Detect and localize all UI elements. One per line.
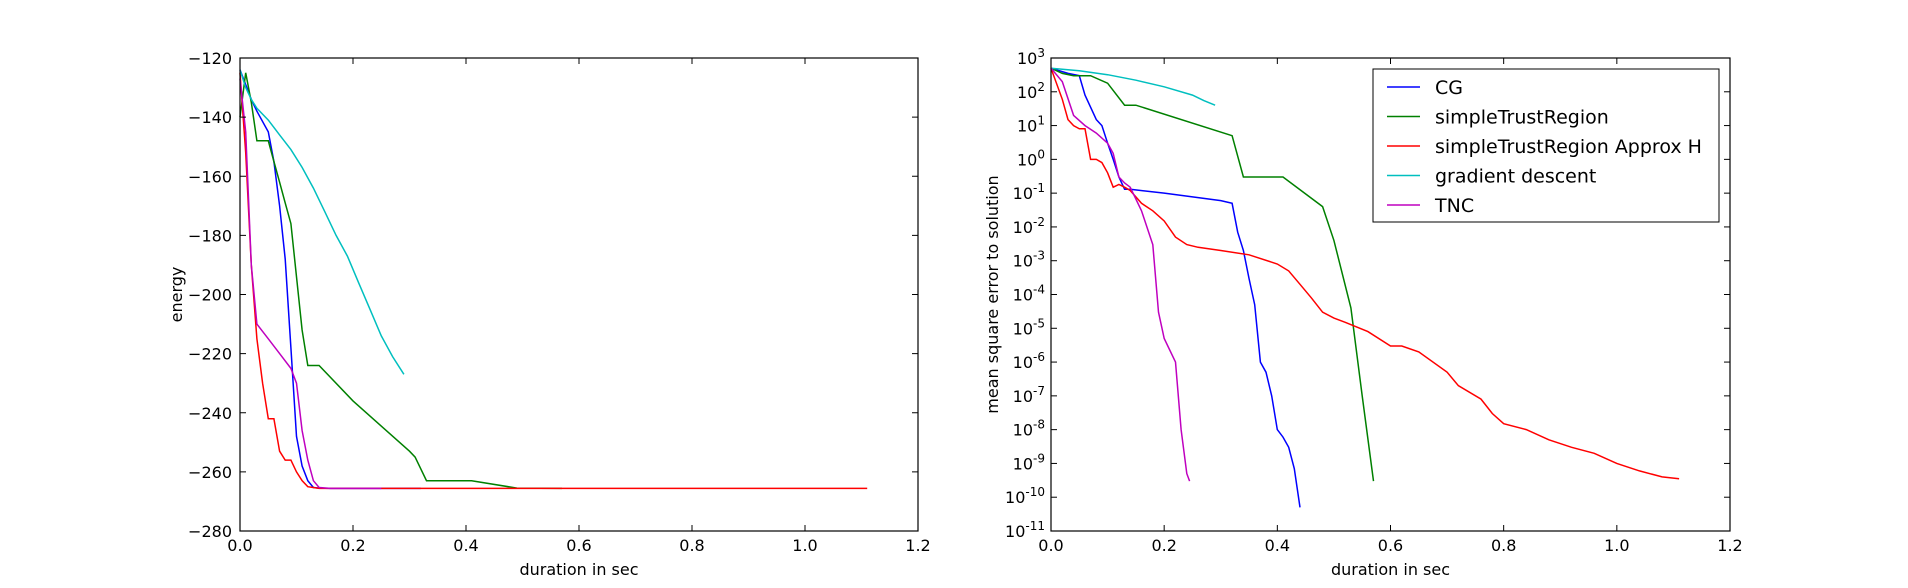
x-tick-label: 1.0 [1604, 536, 1629, 555]
x-axis-label: duration in sec [519, 560, 638, 579]
series-line-4 [1050, 67, 1191, 482]
y-tick-label: 101 [1017, 114, 1045, 136]
y-tick-label: 102 [1017, 80, 1045, 102]
y-tick-label: −200 [188, 286, 232, 305]
y-tick-label: −280 [188, 522, 232, 541]
legend-label: CG [1435, 77, 1463, 99]
y-tick-label: 10-2 [1013, 215, 1045, 237]
y-tick-label: 10-6 [1013, 350, 1045, 372]
series-line-4 [239, 78, 382, 490]
x-tick-label: 0.2 [1151, 536, 1176, 555]
plot-frame [239, 57, 919, 532]
y-tick-label: −220 [188, 345, 232, 364]
series-line-1 [1050, 67, 1375, 482]
legend-label: gradient descent [1435, 166, 1596, 188]
series-line-2 [1050, 67, 1680, 480]
y-tick-label: −260 [188, 463, 232, 482]
y-tick-label: −240 [188, 404, 232, 423]
x-tick-label: 0.4 [453, 536, 478, 555]
y-tick-label: −140 [188, 108, 232, 127]
x-tick-label: 0.4 [1265, 536, 1290, 555]
x-tick-label: 0.8 [1491, 536, 1516, 555]
energy-chart: 0.0 0.2 0.4 0.6 0.8 1.0 1.2 −120 −140 −160 −180 −20… [167, 49, 931, 579]
y-tick-label: 10-10 [1005, 485, 1045, 507]
series-line-1 [239, 72, 563, 490]
y-tick-label: −120 [188, 49, 232, 68]
x-tick-label: 0.6 [566, 536, 591, 555]
y-tick-label: 100 [1017, 147, 1045, 169]
legend-label: simpleTrustRegion Approx H [1435, 136, 1702, 158]
x-tick-label: 1.2 [905, 536, 930, 555]
y-tick-label: 10-9 [1013, 451, 1045, 473]
legend-box [1372, 68, 1720, 223]
series-line-2 [239, 72, 868, 490]
y-tick-label: −180 [188, 226, 232, 245]
legend-label: TNC [1434, 195, 1474, 217]
legend: CG simpleTrustRegion simpleTrustRegion App… [1372, 68, 1720, 223]
y-axis-label: mean square error to solution [983, 175, 1002, 413]
y-tick-label: 10-1 [1013, 181, 1045, 203]
x-tick-label: 0.0 [227, 536, 252, 555]
x-tick-label: 0.0 [1038, 536, 1063, 555]
y-tick-label: 10-11 [1005, 519, 1045, 541]
y-tick-label: 10-8 [1013, 418, 1045, 440]
x-tick-label: 0.6 [1378, 536, 1403, 555]
x-tick-label: 0.2 [340, 536, 365, 555]
series-line-3 [1050, 67, 1216, 106]
y-tick-label: 10-4 [1013, 283, 1045, 305]
y-tick-label: 10-3 [1013, 249, 1045, 271]
y-axis-label: energy [167, 267, 186, 323]
x-tick-label: 1.0 [792, 536, 817, 555]
x-tick-label: 0.8 [679, 536, 704, 555]
y-tick-label: −160 [188, 167, 232, 186]
y-tick-label: 10-7 [1013, 384, 1045, 406]
series-line-0 [1050, 67, 1301, 508]
series-line-0 [239, 69, 421, 490]
error-chart: 0.0 0.2 0.4 0.6 0.8 1.0 1.2 103 102 101 100 10-1 10-… [983, 46, 1743, 579]
legend-label: simpleTrustRegion [1435, 107, 1609, 129]
x-tick-label: 1.2 [1717, 536, 1742, 555]
y-tick-label: 103 [1017, 46, 1045, 68]
y-tick-label: 10-5 [1013, 316, 1045, 338]
series-line-3 [239, 69, 405, 375]
x-axis-label: duration in sec [1331, 560, 1450, 579]
